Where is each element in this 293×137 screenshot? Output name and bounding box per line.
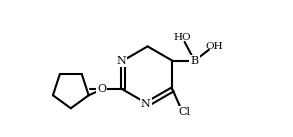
Text: OH: OH [206, 42, 223, 51]
Text: O: O [97, 85, 106, 95]
Text: Cl: Cl [179, 107, 191, 117]
Text: N: N [116, 56, 126, 66]
Text: B: B [190, 56, 199, 66]
Text: N: N [141, 99, 151, 109]
Text: HO: HO [174, 33, 191, 42]
